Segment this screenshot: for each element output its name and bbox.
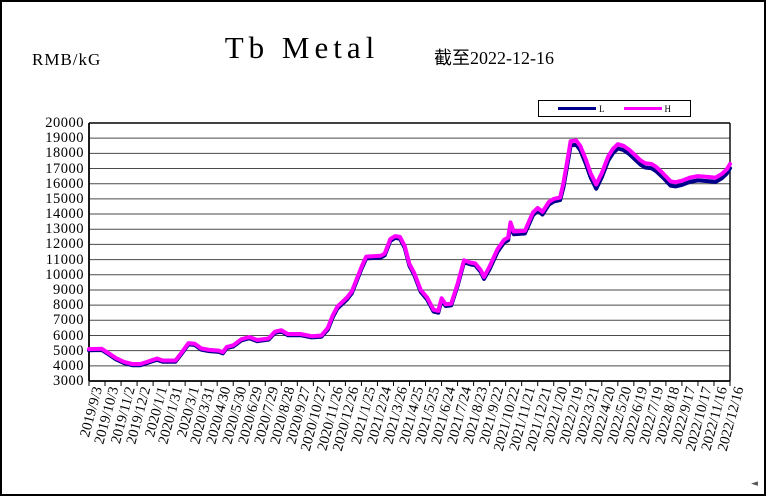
series-line-L	[87, 142, 732, 368]
y-tick-label: 3000	[53, 373, 84, 389]
legend-label-L: L	[599, 103, 605, 114]
y-tick-label: 5000	[53, 342, 84, 359]
legend-label-H: H	[664, 103, 672, 114]
y-tick-label: 14000	[45, 206, 84, 223]
y-tick-label: 16000	[45, 175, 84, 192]
y-tick-label: 11000	[45, 251, 84, 268]
chart-title: Tb Metal	[224, 30, 380, 65]
y-tick-label: 9000	[53, 281, 84, 298]
legend-box: L H	[538, 100, 691, 117]
y-tick-label: 15000	[45, 190, 84, 207]
cursor-arrow-icon: ◄	[751, 479, 758, 489]
legend-line-swatch-L	[558, 107, 596, 110]
y-tick-label: 6000	[53, 327, 84, 344]
y-tick-label: 12000	[45, 236, 84, 253]
y-tick-label: 17000	[45, 160, 84, 177]
y-tick-label: 18000	[45, 145, 84, 162]
y-tick-label: 4000	[53, 357, 84, 374]
y-tick-label: 20000	[45, 115, 84, 131]
legend-line-swatch-H	[623, 107, 662, 110]
legend-item-L: L	[558, 104, 605, 114]
series-line-H	[87, 138, 732, 366]
y-tick-label: 10000	[45, 266, 84, 283]
y-tick-label: 13000	[45, 221, 84, 238]
y-axis-unit-label: RMB/kG	[32, 50, 102, 69]
as-of-date-label: 截至2022-12-16	[434, 48, 554, 68]
legend-item-H: H	[623, 103, 672, 114]
y-tick-label: 7000	[53, 312, 84, 329]
y-tick-label: 19000	[45, 130, 84, 147]
y-tick-label: 8000	[53, 297, 84, 314]
